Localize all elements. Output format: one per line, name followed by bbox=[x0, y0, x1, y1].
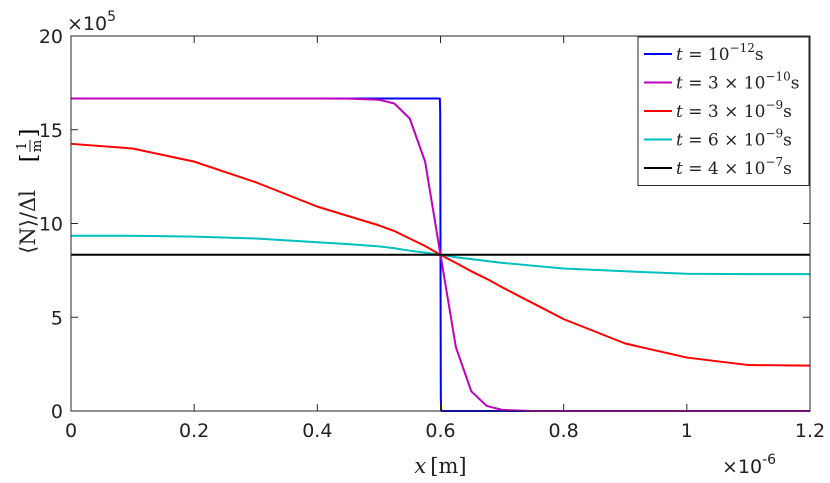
x-axis-label: x [m] bbox=[414, 454, 466, 478]
y-tick-label: 20 bbox=[39, 26, 63, 48]
y-axis-unit-numerator: 1 bbox=[15, 142, 30, 150]
tick-layer: 0 0.2 0.4 0.6 0.8 1 1.2 0 5 10 15 20 bbox=[39, 26, 825, 442]
y-tick-label: 10 bbox=[39, 214, 63, 236]
y-axis-unit-denominator: m bbox=[30, 140, 45, 152]
y-axis-unit-bracket-right: ] bbox=[17, 129, 42, 138]
x-tick-label: 0.8 bbox=[549, 420, 579, 442]
x-tick-label: 0.2 bbox=[179, 420, 209, 442]
legend-label-4: t = 6 × 10−9s bbox=[676, 127, 792, 151]
legend-label-2: t = 3 × 10−10s bbox=[676, 70, 799, 94]
y-axis-label: ⟨N⟩/Δl 1 m [ ] bbox=[15, 129, 45, 254]
x-tick-label: 0.6 bbox=[425, 420, 455, 442]
x-tick-label: 0 bbox=[65, 420, 77, 442]
x-tick-label: 0.4 bbox=[302, 420, 332, 442]
y-axis-multiplier: ×105 bbox=[67, 9, 116, 35]
legend: t = 10−12s t = 3 × 10−10s t = 3 × 10−9s t =… bbox=[637, 36, 810, 186]
y-axis-unit-bracket-left: [ bbox=[17, 154, 42, 163]
legend-label-5: t = 4 × 10−7s bbox=[676, 155, 792, 179]
x-axis-multiplier: ×10-6 bbox=[722, 452, 776, 478]
legend-label-3: t = 3 × 10−9s bbox=[676, 98, 792, 122]
y-axis-label-main: ⟨N⟩/Δl bbox=[16, 190, 40, 254]
y-tick-label: 15 bbox=[39, 120, 63, 142]
x-tick-label: 1.2 bbox=[795, 420, 825, 442]
legend-label-1: t = 10−12s bbox=[676, 41, 764, 65]
x-tick-label: 1 bbox=[681, 420, 693, 442]
y-tick-label: 5 bbox=[51, 307, 63, 329]
y-tick-label: 0 bbox=[51, 401, 63, 423]
